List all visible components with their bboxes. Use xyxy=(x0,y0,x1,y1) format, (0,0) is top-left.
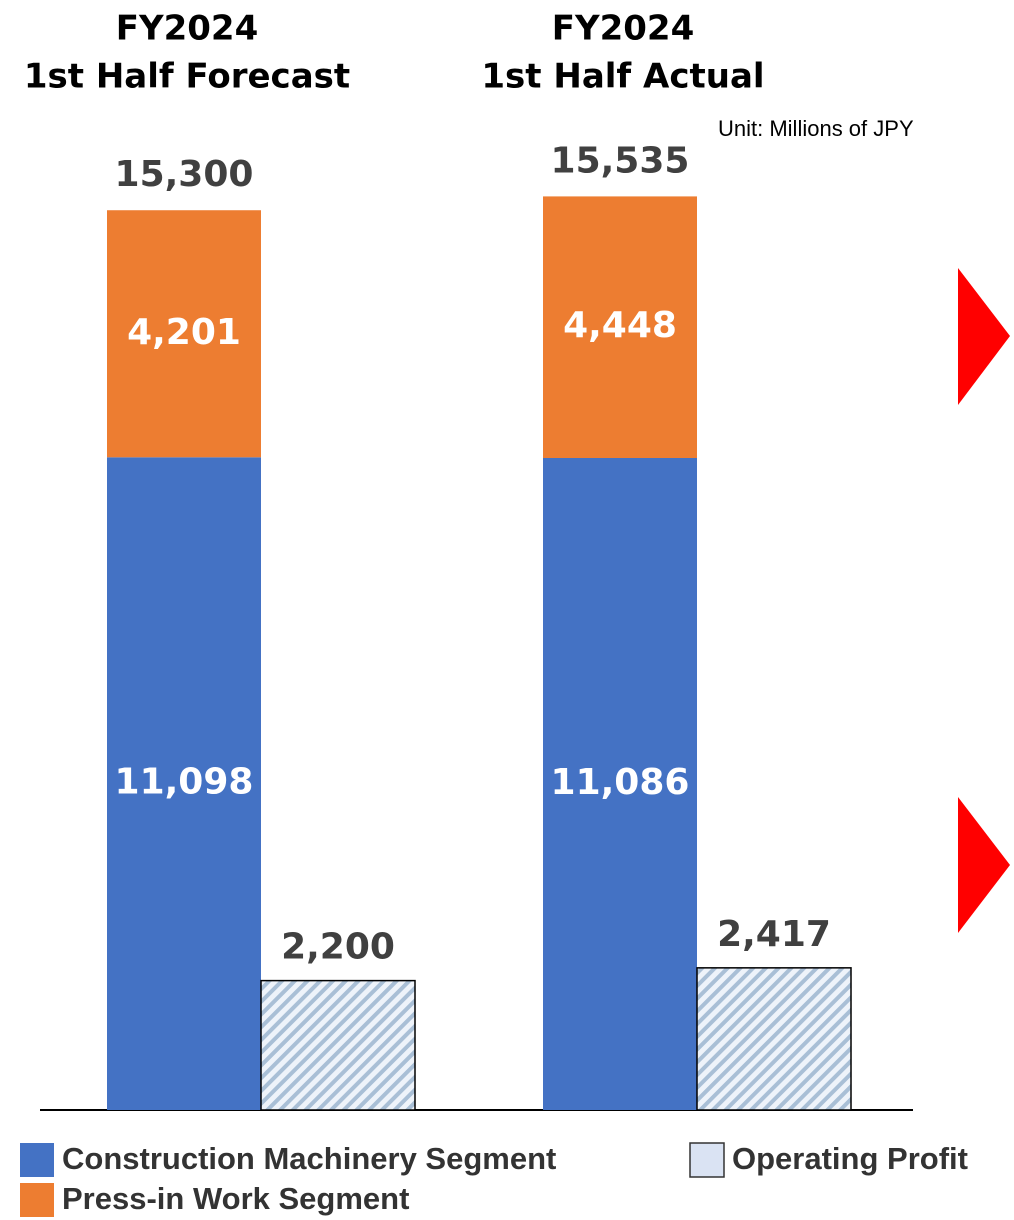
value-label: 11,098 xyxy=(115,762,254,803)
legend-label: Press-in Work Segment xyxy=(62,1181,409,1216)
category-label: FY2024 xyxy=(552,9,694,49)
value-label: 4,201 xyxy=(127,312,241,353)
legend-swatch xyxy=(20,1143,54,1177)
bar-segment xyxy=(107,457,261,1110)
value-label: 4,448 xyxy=(563,305,677,346)
unit-annotation: Unit: Millions of JPY xyxy=(718,116,914,141)
profit-bar xyxy=(260,979,416,1111)
arrow xyxy=(958,797,1010,933)
value-label: 11,086 xyxy=(551,762,690,803)
arrow xyxy=(958,268,1010,405)
total-label: 15,300 xyxy=(115,154,254,195)
value-label: 2,200 xyxy=(281,927,395,968)
profit-bar xyxy=(696,967,852,1111)
legend-swatch xyxy=(20,1183,54,1217)
legend-label: Operating Profit xyxy=(732,1141,968,1176)
bar-segment xyxy=(543,196,697,459)
bar-segment xyxy=(543,458,697,1110)
legend-swatch xyxy=(689,1142,725,1178)
category-label: 1st Half Actual xyxy=(481,57,764,97)
bar-segment xyxy=(107,210,261,458)
legend-label: Construction Machinery Segment xyxy=(62,1141,556,1176)
category-label: 1st Half Forecast xyxy=(24,57,350,97)
value-label: 2,417 xyxy=(717,914,831,955)
category-label: FY2024 xyxy=(116,9,258,49)
total-label: 15,535 xyxy=(551,140,690,181)
